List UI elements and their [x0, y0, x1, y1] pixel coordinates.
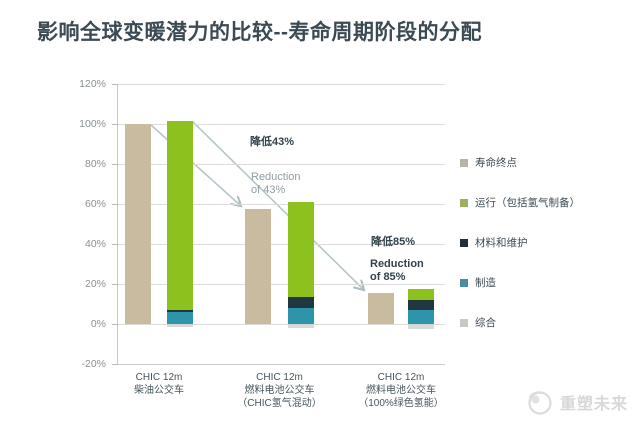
bar-segment-materials-0 — [167, 310, 193, 312]
legend-swatch-combined — [460, 318, 468, 327]
annotation-2: 降低85% — [371, 236, 416, 248]
bar-segment-manufacture-0 — [167, 312, 193, 324]
bar-segment-end_of_life-1 — [288, 324, 314, 328]
reduction-arrows — [150, 121, 445, 364]
bar-segment-materials-1 — [288, 297, 314, 308]
legend-label-materials: 材料和维护 — [475, 237, 528, 249]
y-tick-label-0: 0% — [90, 318, 106, 330]
bar-segment-manufacture-2 — [408, 310, 434, 324]
legend-item-materials: 材料和维护 — [460, 235, 528, 250]
legend-label-manufacture: 制造 — [475, 277, 496, 289]
annotation-1: Reduction of 43% — [251, 171, 301, 196]
legend-label-end_of_life: 寿命终点 — [475, 157, 517, 169]
watermark-text: 重塑未来 — [560, 396, 629, 413]
bar-combined-1 — [245, 209, 271, 324]
bar-segment-operation-0 — [167, 121, 193, 310]
bar-segment-operation-1 — [288, 202, 314, 297]
gridline-20 — [118, 284, 445, 285]
y-tickmark-60 — [112, 204, 118, 205]
legend-item-operation: 运行（包括氢气制备） — [460, 195, 580, 210]
bar-segment-operation-2 — [408, 289, 434, 300]
bar-combined-2 — [368, 293, 394, 324]
gridline-0 — [118, 324, 445, 325]
bar-combined-0 — [125, 124, 151, 324]
gridline--20 — [118, 364, 445, 365]
y-tickmark-0 — [112, 324, 118, 325]
reduction-arrow-0 — [150, 124, 241, 206]
y-tick-label-60: 60% — [84, 198, 106, 210]
y-tickmark-120 — [112, 84, 118, 85]
gridline-60 — [118, 204, 445, 205]
gridline-80 — [118, 164, 445, 165]
x-axis-label-1: CHIC 12m 燃料电池公交车 （CHIC氢气混动） — [237, 372, 322, 409]
watermark: 重塑未来 — [524, 386, 628, 418]
legend-label-combined: 综合 — [475, 317, 496, 329]
y-tick-label-100: 100% — [79, 118, 106, 130]
annotation-0: 降低43% — [250, 136, 295, 148]
y-tick-label-20: 20% — [84, 278, 106, 290]
gridline-100 — [118, 124, 445, 125]
x-axis-label-2: CHIC 12m 燃料电池公交车 （100%绿色氢能） — [358, 372, 444, 409]
legend-item-combined: 综合 — [460, 315, 496, 330]
gridline-120 — [118, 84, 445, 85]
y-tickmark-20 — [112, 284, 118, 285]
y-tick-label-40: 40% — [84, 238, 106, 250]
y-tickmark--20 — [112, 364, 118, 365]
y-tick-label-120: 120% — [79, 78, 106, 90]
y-tick-label-80: 80% — [84, 158, 106, 170]
chart-title: 影响全球变暖潜力的比较--寿命周期阶段的分配 — [37, 21, 482, 44]
bar-segment-end_of_life-2 — [408, 324, 434, 329]
legend-label-operation: 运行（包括氢气制备） — [475, 197, 580, 209]
legend-swatch-operation — [460, 198, 468, 207]
legend-item-manufacture: 制造 — [460, 275, 496, 290]
annotation-3: Reduction of 85% — [370, 258, 424, 283]
bar-segment-end_of_life-0 — [167, 324, 193, 327]
plot-area: -20% 0% 20% 40% 60% 80% 100% 120% CHIC 12m 柴油公交车… — [79, 78, 445, 409]
bar-segment-manufacture-1 — [288, 308, 314, 324]
y-tickmark-100 — [112, 124, 118, 125]
y-tickmark-40 — [112, 244, 118, 245]
legend-swatch-end_of_life — [460, 158, 468, 167]
legend-item-end_of_life: 寿命终点 — [460, 155, 517, 170]
y-tick-label--20: -20% — [81, 358, 106, 370]
y-axis-line — [117, 84, 118, 365]
x-axis-label-0: CHIC 12m 柴油公交车 — [134, 372, 184, 396]
bar-segment-materials-2 — [408, 300, 434, 310]
y-tickmark-80 — [112, 164, 118, 165]
legend-swatch-materials — [460, 238, 468, 247]
gridline-40 — [118, 244, 445, 245]
reduction-arrow-1 — [192, 121, 364, 290]
brand-logo-icon — [528, 391, 552, 415]
legend-swatch-manufacture — [460, 278, 468, 287]
